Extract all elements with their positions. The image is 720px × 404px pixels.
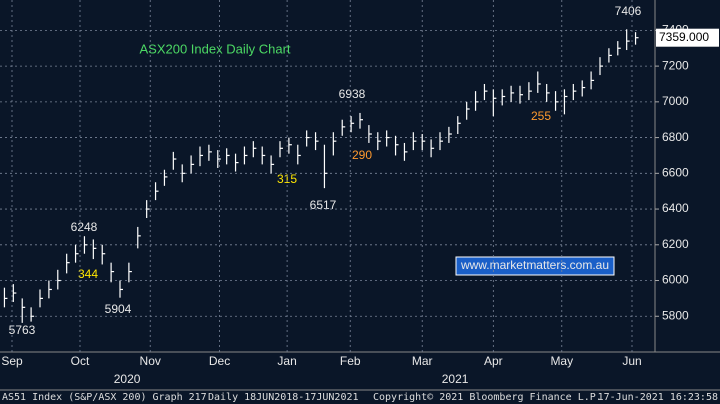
low-label: 5904 [105, 302, 132, 316]
high-label: 6248 [71, 220, 98, 234]
chart-title: ASX200 Index Daily Chart [139, 41, 290, 56]
low-label: 6517 [310, 198, 337, 212]
x-tick-label: Apr [484, 354, 503, 368]
y-tick-label: 6200 [662, 237, 689, 251]
footer-text: AS51 Index (S&P/ASX 200) Graph 217 [2, 392, 207, 403]
annotation: 315 [277, 172, 297, 186]
y-tick-label: 6600 [662, 165, 689, 179]
high-label: 6938 [339, 87, 366, 101]
x-tick-label: Nov [140, 354, 161, 368]
y-tick-label: 6400 [662, 201, 689, 215]
annotation: 255 [531, 109, 551, 123]
x-tick-label: Dec [209, 354, 230, 368]
annotation: 290 [352, 148, 372, 162]
year-label: 2020 [114, 372, 141, 386]
y-tick-label: 6000 [662, 273, 689, 287]
x-tick-label: Mar [412, 354, 433, 368]
y-tick-label: 6800 [662, 130, 689, 144]
website-box [455, 256, 615, 276]
footer-text: Daily 18JUN2018-17JUN2021 [208, 392, 359, 403]
y-tick-label: 7200 [662, 58, 689, 72]
high-label: 7406 [615, 4, 642, 18]
last-price-label: 7359.000 [659, 30, 709, 44]
footer-text: Copyright© 2021 Bloomberg Finance L.P. [373, 392, 602, 403]
website: www.marketmatters.com.au [460, 258, 609, 272]
year-label: 2021 [442, 372, 469, 386]
footer-text: 17-Jun-2021 16:23:58 [598, 392, 718, 403]
low-label: 5763 [9, 323, 36, 337]
x-tick-label: Oct [71, 354, 90, 368]
y-tick-label: 5800 [662, 308, 689, 322]
y-tick-label: 7000 [662, 94, 689, 108]
x-tick-label: May [550, 354, 573, 368]
last-price-box [656, 28, 719, 47]
x-tick-label: Jan [277, 354, 296, 368]
x-tick-label: Sep [1, 354, 23, 368]
annotation: 344 [78, 267, 98, 281]
x-tick-label: Jun [622, 354, 641, 368]
x-tick-label: Feb [340, 354, 361, 368]
